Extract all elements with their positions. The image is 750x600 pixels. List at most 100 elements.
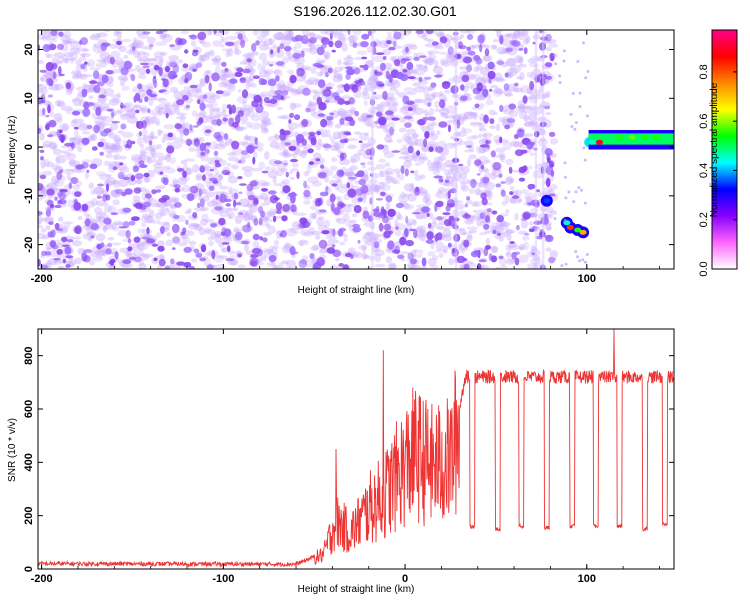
noise-speckle (218, 81, 227, 88)
noise-speckle (233, 228, 242, 233)
noise-speckle (77, 146, 83, 153)
noise-speckle (360, 112, 370, 121)
noise-speckle (415, 63, 423, 68)
noise-speckle (490, 172, 497, 180)
noise-speckle (470, 134, 479, 139)
noise-blob (38, 183, 44, 191)
noise-blob (221, 226, 227, 235)
noise-blob (438, 99, 446, 109)
noise-speckle (311, 89, 319, 94)
noise-speckle (535, 57, 544, 62)
noise-blob (148, 140, 153, 146)
noise-speckle (445, 105, 457, 115)
noise-blob (132, 165, 140, 173)
noise-blob (172, 64, 180, 73)
noise-speckle (424, 192, 431, 202)
noise-speckle (151, 152, 164, 158)
noise-blob (81, 88, 88, 98)
noise-speckle (516, 56, 522, 63)
noise-speckle (478, 264, 490, 269)
noise-speckle (413, 68, 426, 76)
noise-blob (38, 127, 42, 134)
noise-speckle (425, 57, 436, 66)
noise-speckle (64, 58, 70, 64)
noise-speckle (112, 179, 119, 185)
noise-speckle (264, 166, 271, 171)
noise-blob (162, 78, 169, 88)
noise-blob (184, 49, 189, 54)
noise-speckle (387, 31, 392, 38)
noise-speckle (333, 141, 345, 150)
noise-speckle (509, 140, 520, 147)
noise-speckle (59, 123, 70, 131)
noise-speckle (553, 257, 557, 261)
noise-speckle (285, 227, 297, 237)
noise-speckle (123, 54, 129, 59)
noise-speckle (412, 154, 422, 162)
noise-speckle (505, 176, 514, 184)
noise-speckle (221, 109, 227, 118)
noise-speckle (90, 198, 99, 207)
noise-blob (122, 221, 130, 229)
noise-blob (158, 258, 166, 267)
noise-blob (376, 111, 383, 118)
noise-speckle (248, 141, 256, 146)
noise-blob (407, 76, 416, 80)
noise-speckle (128, 243, 141, 249)
snr-y-tick-label: 0 (23, 566, 35, 572)
noise-speckle (238, 141, 249, 146)
noise-blob (550, 164, 555, 168)
noise-speckle (387, 121, 396, 129)
noise-speckle (168, 197, 177, 203)
noise-speckle (162, 30, 167, 39)
noise-speckle (159, 51, 168, 56)
noise-speckle (266, 261, 275, 267)
noise-blob (56, 248, 63, 255)
noise-blob (302, 87, 311, 96)
noise-speckle (462, 115, 468, 122)
noise-speckle (266, 121, 273, 126)
noise-speckle (260, 125, 267, 132)
noise-speckle (292, 151, 297, 160)
noise-blob (275, 202, 283, 211)
noise-blob (50, 229, 56, 238)
noise-speckle (319, 247, 328, 254)
noise-speckle (137, 137, 143, 146)
noise-blob (423, 138, 428, 148)
noise-speckle (504, 228, 514, 235)
noise-blob (105, 70, 114, 75)
noise-blob (279, 233, 283, 237)
noise-blob (463, 239, 470, 248)
noise-blob (119, 162, 124, 166)
noise-blob (222, 117, 228, 122)
noise-speckle (461, 127, 466, 133)
noise-blob (273, 160, 283, 165)
noise-blob (279, 133, 287, 141)
noise-speckle (128, 43, 139, 49)
noise-speckle (428, 108, 434, 116)
noise-speckle (209, 116, 220, 121)
noise-blob (195, 62, 203, 68)
noise-blob (448, 215, 455, 221)
noise-speckle (332, 30, 342, 37)
noise-blob (38, 258, 41, 267)
noise-speckle (99, 173, 111, 181)
noise-blob (127, 238, 132, 244)
noise-blob (460, 84, 465, 91)
noise-speckle (113, 30, 119, 37)
noise-speckle (445, 115, 457, 119)
noise-speckle (464, 218, 474, 225)
noise-blob (91, 146, 98, 151)
noise-blob (357, 239, 361, 244)
noise-speckle (210, 57, 219, 62)
noise-blob (240, 150, 249, 156)
noise-speckle (308, 32, 316, 38)
noise-speckle (264, 196, 271, 206)
noise-speckle (203, 154, 209, 162)
noise-blob (126, 139, 133, 149)
noise-speckle (317, 216, 325, 221)
noise-speckle (60, 105, 73, 112)
noise-speckle (69, 59, 75, 64)
noise-speckle (72, 118, 84, 124)
noise-speckle (429, 264, 439, 269)
